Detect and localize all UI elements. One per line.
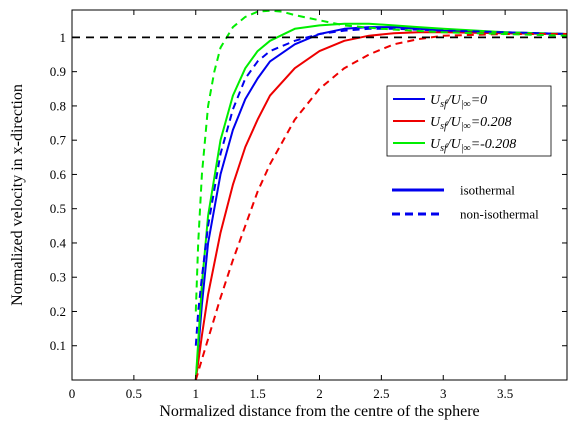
legend-label-regime: non-isothermal (460, 207, 539, 222)
axis-ticks: 0 0.5 1 1.5 2 2.5 3 3.5 0.1 0.2 0.3 0.4 0.5 0.6 0.7 0.8… (50, 10, 567, 401)
y-tick-label: 0.7 (50, 133, 67, 148)
legend-label-velocity: Usf/U|∞=-0.208 (430, 137, 516, 154)
x-tick-label: 3 (440, 386, 447, 401)
x-tick-label: 0.5 (126, 386, 142, 401)
y-tick-label: 0.8 (50, 98, 66, 113)
legend-thermal-regime: isothermal non-isothermal (392, 183, 539, 222)
series-line-isothermal-0 (194, 26, 568, 381)
y-axis-label: Normalized velocity in x-direction (9, 84, 26, 306)
x-tick-label: 2.5 (373, 386, 389, 401)
x-axis-label: Normalized distance from the centre of t… (159, 403, 479, 420)
x-tick-label: 1 (193, 386, 200, 401)
x-tick-label: 2 (316, 386, 323, 401)
series-line-isothermal-1 (194, 31, 568, 381)
plot-lines (194, 9, 568, 381)
legend-label-velocity: Usf/U|∞=0.208 (430, 115, 512, 132)
x-tick-label: 0 (69, 386, 76, 401)
y-tick-label: 0.4 (50, 235, 67, 250)
y-tick-label: 0.3 (50, 270, 66, 285)
y-tick-label: 0.5 (50, 201, 66, 216)
legend-velocity-ratio: Usf/U|∞=0 Usf/U|∞=0.208 Usf/U|∞=-0.208 (386, 85, 552, 157)
series-line-non-isothermal-5 (194, 9, 568, 312)
y-tick-label: 0.2 (50, 304, 66, 319)
y-tick-label: 0.6 (50, 167, 67, 182)
y-tick-label: 0.1 (50, 338, 66, 353)
y-tick-label: 1 (60, 30, 67, 45)
legend-label-velocity: Usf/U|∞=0 (430, 93, 487, 110)
series-line-non-isothermal-4 (194, 33, 567, 381)
y-tick-label: 0.9 (50, 64, 66, 79)
x-tick-label: 3.5 (497, 386, 513, 401)
x-tick-label: 1.5 (250, 386, 266, 401)
legend-label-regime: isothermal (460, 183, 515, 198)
series-line-isothermal-2 (194, 22, 568, 381)
